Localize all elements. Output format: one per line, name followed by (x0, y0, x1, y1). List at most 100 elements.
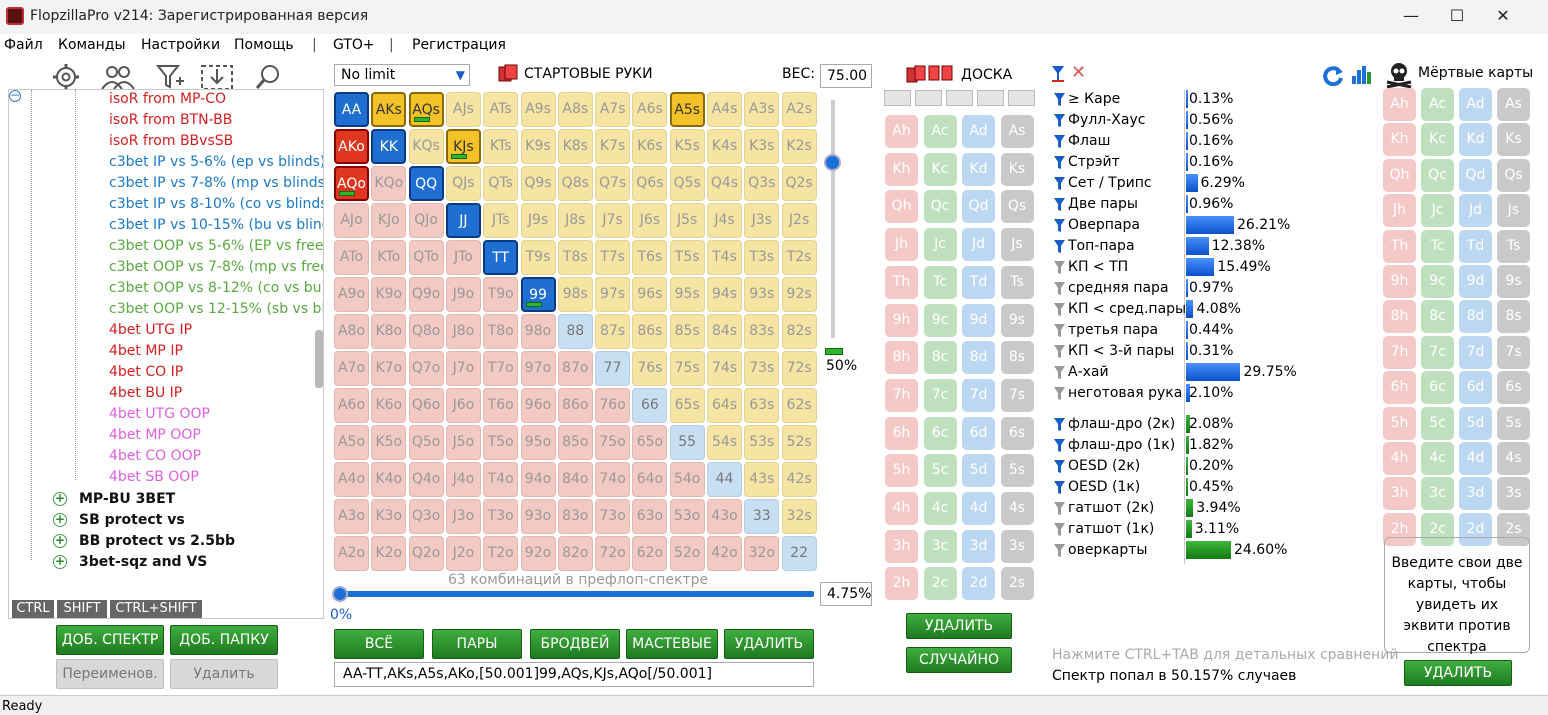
board-card[interactable]: 7h (885, 378, 918, 412)
game-type-select[interactable]: No limit ▼ (334, 64, 470, 86)
hand-cell[interactable]: 84s (707, 314, 742, 349)
hand-cell[interactable]: Q5s (669, 166, 705, 201)
dead-card[interactable]: 8h (1383, 300, 1416, 334)
tab-shift[interactable]: SHIFT (57, 600, 107, 618)
hand-cell[interactable]: K5s (669, 129, 705, 164)
hand-cell[interactable]: K2o (371, 536, 407, 571)
hand-cell[interactable]: KJo (371, 203, 407, 238)
board-card[interactable]: 4h (885, 492, 918, 525)
dead-card[interactable]: Qh (1383, 158, 1416, 192)
range-slider-thumb[interactable] (332, 586, 348, 602)
hand-cell[interactable]: 66 (632, 388, 668, 423)
filter-icon[interactable] (1053, 417, 1066, 432)
hand-cell[interactable]: 53s (744, 425, 780, 460)
dead-card[interactable]: Jc (1421, 194, 1454, 228)
dead-card[interactable]: 4d (1459, 442, 1492, 475)
hand-cell[interactable]: J4s (707, 203, 742, 238)
hand-cell[interactable]: 43s (744, 462, 780, 497)
hand-cell[interactable]: Q5o (408, 425, 444, 460)
filter-icon[interactable] (1053, 459, 1066, 474)
hand-cell[interactable]: T6o (483, 388, 519, 423)
filter-icon[interactable] (1053, 155, 1066, 170)
hand-cell[interactable]: JTo (445, 240, 481, 275)
folder-item[interactable]: MP-BU 3BET (79, 491, 176, 507)
board-card[interactable]: Td (962, 265, 995, 299)
select-all-button[interactable]: ВСЁ (334, 629, 424, 659)
hand-cell[interactable]: 54s (707, 425, 742, 460)
dead-card[interactable]: 6h (1383, 371, 1416, 405)
board-card[interactable]: Th (885, 265, 918, 299)
hand-cell[interactable]: J8o (445, 314, 481, 349)
hand-cell[interactable]: J3s (744, 203, 780, 238)
board-card[interactable]: Ac (923, 115, 957, 148)
hand-cell[interactable]: 52s (781, 425, 817, 460)
hand-cell[interactable]: A9s (520, 92, 556, 127)
hand-cell[interactable]: A8s (557, 92, 593, 127)
hand-cell[interactable]: 62o (632, 536, 668, 571)
dead-card[interactable]: Ad (1459, 88, 1492, 121)
hand-cell[interactable]: 77 (595, 351, 631, 386)
range-item[interactable]: 4bet CO OOP (109, 448, 202, 464)
hand-cell[interactable]: A7s (595, 92, 631, 127)
hand-cell[interactable]: 74o (595, 462, 631, 497)
board-card[interactable]: Qd (962, 190, 995, 224)
hand-cell[interactable]: 64s (707, 388, 742, 423)
dead-card[interactable]: 2c (1421, 512, 1454, 546)
board-slot[interactable] (915, 90, 942, 106)
hand-cell[interactable]: KK (371, 129, 407, 164)
range-item[interactable]: c3bet IP vs 7-8% (mp vs blinds) (109, 175, 324, 191)
hand-cell[interactable]: 62s (781, 388, 817, 423)
hand-cell[interactable]: T7o (483, 351, 519, 386)
filter-icon[interactable] (1053, 438, 1066, 453)
range-item[interactable]: c3bet IP vs 8-10% (co vs blinds) (109, 196, 324, 212)
range-percent-input[interactable]: 4.75% (820, 582, 872, 606)
range-item[interactable]: 4bet MP OOP (109, 427, 201, 443)
import-icon[interactable] (200, 63, 234, 91)
hand-cell[interactable]: 92s (781, 277, 817, 312)
filter-icon[interactable] (1053, 522, 1066, 537)
dead-cards-delete-button[interactable]: УДАЛИТЬ (1404, 660, 1512, 686)
range-item[interactable]: 4bet UTG OOP (109, 406, 210, 422)
range-item[interactable]: 4bet UTG IP (109, 322, 193, 338)
hand-cell[interactable]: Q4s (707, 166, 742, 201)
hand-cell[interactable]: 65s (669, 388, 705, 423)
hand-cell[interactable]: QJo (408, 203, 444, 238)
collapse-icon[interactable]: − (9, 89, 21, 102)
dead-card[interactable]: 4c (1421, 442, 1454, 475)
filter-icon[interactable] (1053, 501, 1066, 516)
dead-card[interactable]: 2h (1383, 512, 1416, 546)
filter-add-icon[interactable] (156, 63, 184, 91)
board-card[interactable]: 3s (1000, 529, 1034, 563)
hand-cell[interactable]: J5o (445, 425, 481, 460)
filter-icon[interactable] (1053, 92, 1066, 107)
dead-card[interactable]: Kh (1383, 123, 1416, 157)
board-card[interactable]: 7s (1000, 378, 1034, 412)
board-card[interactable]: 5d (962, 454, 995, 488)
hand-cell[interactable]: Q7s (595, 166, 631, 201)
board-card[interactable]: 9h (885, 303, 918, 337)
filter-icon[interactable] (1053, 365, 1066, 380)
hand-cell[interactable]: J9o (445, 277, 481, 312)
weight-slider-thumb[interactable] (824, 154, 841, 171)
hand-cell[interactable]: J4o (445, 462, 481, 497)
dead-card[interactable]: Qd (1459, 158, 1492, 192)
refresh-icon[interactable] (1322, 64, 1344, 86)
board-card[interactable]: 5s (1000, 454, 1034, 488)
dead-card[interactable]: Js (1497, 194, 1530, 228)
hand-cell[interactable]: 87s (595, 314, 631, 349)
board-delete-button[interactable]: УДАЛИТЬ (906, 613, 1012, 639)
hand-cell[interactable]: A5o (334, 425, 369, 460)
hand-cell[interactable]: K6s (632, 129, 668, 164)
dead-card[interactable]: 5d (1459, 406, 1492, 440)
expand-icon[interactable]: + (53, 491, 67, 506)
hand-cell[interactable]: 83o (557, 499, 593, 534)
dead-card[interactable]: 6c (1421, 371, 1454, 405)
hand-cell[interactable]: J6o (445, 388, 481, 423)
hand-cell[interactable]: 22 (781, 536, 817, 571)
hand-cell[interactable]: KQo (371, 166, 407, 201)
range-item[interactable]: 4bet MP IP (109, 343, 183, 359)
hand-cell[interactable]: T5o (483, 425, 519, 460)
board-card[interactable]: Ts (1000, 265, 1034, 299)
board-card[interactable]: 7d (962, 378, 995, 412)
dead-card[interactable]: Kd (1459, 123, 1492, 157)
